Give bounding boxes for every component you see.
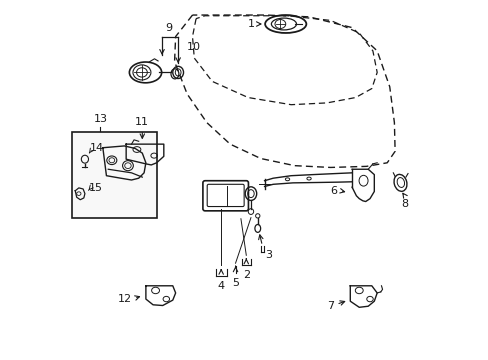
Text: 9: 9: [165, 23, 172, 33]
Text: 5: 5: [232, 278, 239, 288]
Bar: [72, 132, 156, 218]
Text: 3: 3: [265, 250, 272, 260]
Text: 6: 6: [330, 186, 337, 196]
Text: 14: 14: [89, 143, 103, 153]
Text: 1: 1: [248, 19, 255, 29]
Text: 7: 7: [326, 301, 333, 311]
Text: 2: 2: [242, 270, 249, 280]
Text: 8: 8: [401, 199, 408, 209]
Text: 12: 12: [117, 294, 131, 304]
Text: 15: 15: [88, 183, 102, 193]
Text: 10: 10: [187, 42, 201, 52]
Text: 11: 11: [135, 117, 149, 127]
Text: 4: 4: [217, 281, 224, 291]
Text: 13: 13: [93, 114, 107, 125]
